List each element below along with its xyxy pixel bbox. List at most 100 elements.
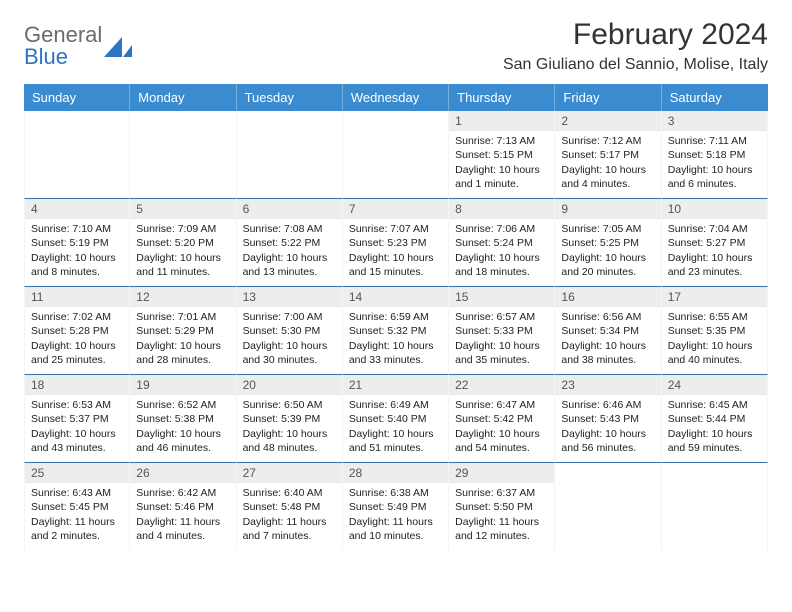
calendar-cell: 7Sunrise: 7:07 AMSunset: 5:23 PMDaylight…	[343, 198, 449, 286]
sunrise-text: Sunrise: 7:05 AM	[561, 222, 654, 236]
sunset-text: Sunset: 5:29 PM	[136, 324, 229, 338]
sunrise-text: Sunrise: 7:07 AM	[349, 222, 442, 236]
daylight-text: Daylight: 11 hours and 12 minutes.	[455, 515, 548, 543]
calendar-cell: 1 Sunrise: 7:13 AMSunset: 5:15 PMDaylight…	[449, 111, 555, 198]
sunrise-text: Sunrise: 6:38 AM	[349, 486, 442, 500]
weekday-header: Friday	[555, 84, 661, 111]
day-number: 1	[449, 111, 554, 131]
daylight-text: Daylight: 10 hours and 40 minutes.	[668, 339, 761, 367]
sunset-text: Sunset: 5:49 PM	[349, 500, 442, 514]
sunset-text: Sunset: 5:43 PM	[561, 412, 654, 426]
daylight-text: Daylight: 10 hours and 59 minutes.	[668, 427, 761, 455]
sunset-text: Sunset: 5:46 PM	[136, 500, 229, 514]
calendar-cell: 17Sunrise: 6:55 AMSunset: 5:35 PMDayligh…	[662, 286, 768, 374]
day-number: 20	[237, 375, 342, 395]
sunset-text: Sunset: 5:22 PM	[243, 236, 336, 250]
daylight-text: Daylight: 10 hours and 1 minute.	[455, 163, 548, 191]
day-number: 17	[662, 287, 767, 307]
weekday-header: Wednesday	[343, 84, 449, 111]
brand-word2: Blue	[24, 46, 102, 68]
calendar-cell: 2Sunrise: 7:12 AMSunset: 5:17 PMDaylight…	[555, 111, 661, 198]
day-number: 9	[555, 199, 660, 219]
sunset-text: Sunset: 5:32 PM	[349, 324, 442, 338]
day-number: 12	[130, 287, 235, 307]
sunset-text: Sunset: 5:39 PM	[243, 412, 336, 426]
brand-triangle-icon	[104, 35, 132, 57]
daylight-text: Daylight: 10 hours and 18 minutes.	[455, 251, 548, 279]
sunrise-text: Sunrise: 7:10 AM	[31, 222, 123, 236]
calendar-cell: 9Sunrise: 7:05 AMSunset: 5:25 PMDaylight…	[555, 198, 661, 286]
daylight-text: Daylight: 10 hours and 38 minutes.	[561, 339, 654, 367]
calendar-cell: 5Sunrise: 7:09 AMSunset: 5:20 PMDaylight…	[130, 198, 236, 286]
daylight-text: Daylight: 10 hours and 25 minutes.	[31, 339, 123, 367]
calendar-cell: 18Sunrise: 6:53 AMSunset: 5:37 PMDayligh…	[24, 374, 130, 462]
sunrise-text: Sunrise: 6:47 AM	[455, 398, 548, 412]
sunset-text: Sunset: 5:28 PM	[31, 324, 123, 338]
day-number: 3	[662, 111, 767, 131]
daylight-text: Daylight: 10 hours and 8 minutes.	[31, 251, 123, 279]
daylight-text: Daylight: 11 hours and 7 minutes.	[243, 515, 336, 543]
calendar-cell-empty: .	[343, 111, 449, 198]
daylight-text: Daylight: 10 hours and 35 minutes.	[455, 339, 548, 367]
day-number: 29	[449, 463, 554, 483]
daylight-text: Daylight: 10 hours and 43 minutes.	[31, 427, 123, 455]
day-number: 4	[25, 199, 129, 219]
day-number: 28	[343, 463, 448, 483]
weekday-header: Sunday	[24, 84, 130, 111]
sunset-text: Sunset: 5:19 PM	[31, 236, 123, 250]
sunrise-text: Sunrise: 6:46 AM	[561, 398, 654, 412]
sunset-text: Sunset: 5:35 PM	[668, 324, 761, 338]
sunrise-text: Sunrise: 6:57 AM	[455, 310, 548, 324]
calendar-cell-empty: .	[24, 111, 130, 198]
sunrise-text: Sunrise: 7:01 AM	[136, 310, 229, 324]
sunset-text: Sunset: 5:17 PM	[561, 148, 654, 162]
daylight-text: Daylight: 11 hours and 4 minutes.	[136, 515, 229, 543]
sunrise-text: Sunrise: 6:53 AM	[31, 398, 123, 412]
sunset-text: Sunset: 5:42 PM	[455, 412, 548, 426]
sunset-text: Sunset: 5:34 PM	[561, 324, 654, 338]
calendar-cell: 4 Sunrise: 7:10 AMSunset: 5:19 PMDaylight…	[24, 198, 130, 286]
sunset-text: Sunset: 5:20 PM	[136, 236, 229, 250]
weekday-header: Thursday	[449, 84, 555, 111]
calendar-cell-empty: .	[555, 462, 661, 550]
day-number: 19	[130, 375, 235, 395]
sunrise-text: Sunrise: 6:52 AM	[136, 398, 229, 412]
day-number: 8	[449, 199, 554, 219]
calendar-cell: 16Sunrise: 6:56 AMSunset: 5:34 PMDayligh…	[555, 286, 661, 374]
sunrise-text: Sunrise: 7:08 AM	[243, 222, 336, 236]
sunrise-text: Sunrise: 7:00 AM	[243, 310, 336, 324]
sunset-text: Sunset: 5:33 PM	[455, 324, 548, 338]
calendar-cell: 8Sunrise: 7:06 AMSunset: 5:24 PMDaylight…	[449, 198, 555, 286]
day-number: 7	[343, 199, 448, 219]
day-number: 18	[25, 375, 129, 395]
brand-logo: General Blue	[24, 18, 132, 68]
day-number: 21	[343, 375, 448, 395]
sunset-text: Sunset: 5:15 PM	[455, 148, 548, 162]
sunrise-text: Sunrise: 7:11 AM	[668, 134, 761, 148]
calendar-cell: 11Sunrise: 7:02 AMSunset: 5:28 PMDayligh…	[24, 286, 130, 374]
calendar-header-row: SundayMondayTuesdayWednesdayThursdayFrid…	[24, 84, 768, 111]
sunset-text: Sunset: 5:40 PM	[349, 412, 442, 426]
header: General Blue February 2024 San Giuliano …	[24, 18, 768, 74]
daylight-text: Daylight: 10 hours and 33 minutes.	[349, 339, 442, 367]
day-number: 5	[130, 199, 235, 219]
day-number: 6	[237, 199, 342, 219]
daylight-text: Daylight: 10 hours and 11 minutes.	[136, 251, 229, 279]
calendar-row: 4Sunrise: 7:10 AMSunset: 5:19 PMDaylight…	[24, 198, 768, 286]
daylight-text: Daylight: 10 hours and 48 minutes.	[243, 427, 336, 455]
daylight-text: Daylight: 10 hours and 54 minutes.	[455, 427, 548, 455]
sunset-text: Sunset: 5:27 PM	[668, 236, 761, 250]
sunrise-text: Sunrise: 7:13 AM	[455, 134, 548, 148]
calendar-cell: 14Sunrise: 6:59 AMSunset: 5:32 PMDayligh…	[343, 286, 449, 374]
sunset-text: Sunset: 5:18 PM	[668, 148, 761, 162]
daylight-text: Daylight: 10 hours and 6 minutes.	[668, 163, 761, 191]
sunrise-text: Sunrise: 6:56 AM	[561, 310, 654, 324]
month-title: February 2024	[503, 18, 768, 52]
calendar-cell: 28Sunrise: 6:38 AMSunset: 5:49 PMDayligh…	[343, 462, 449, 550]
sunset-text: Sunset: 5:24 PM	[455, 236, 548, 250]
daylight-text: Daylight: 10 hours and 20 minutes.	[561, 251, 654, 279]
daylight-text: Daylight: 10 hours and 23 minutes.	[668, 251, 761, 279]
sunrise-text: Sunrise: 7:04 AM	[668, 222, 761, 236]
calendar-table: SundayMondayTuesdayWednesdayThursdayFrid…	[24, 84, 768, 550]
calendar-cell-empty: .	[662, 462, 768, 550]
